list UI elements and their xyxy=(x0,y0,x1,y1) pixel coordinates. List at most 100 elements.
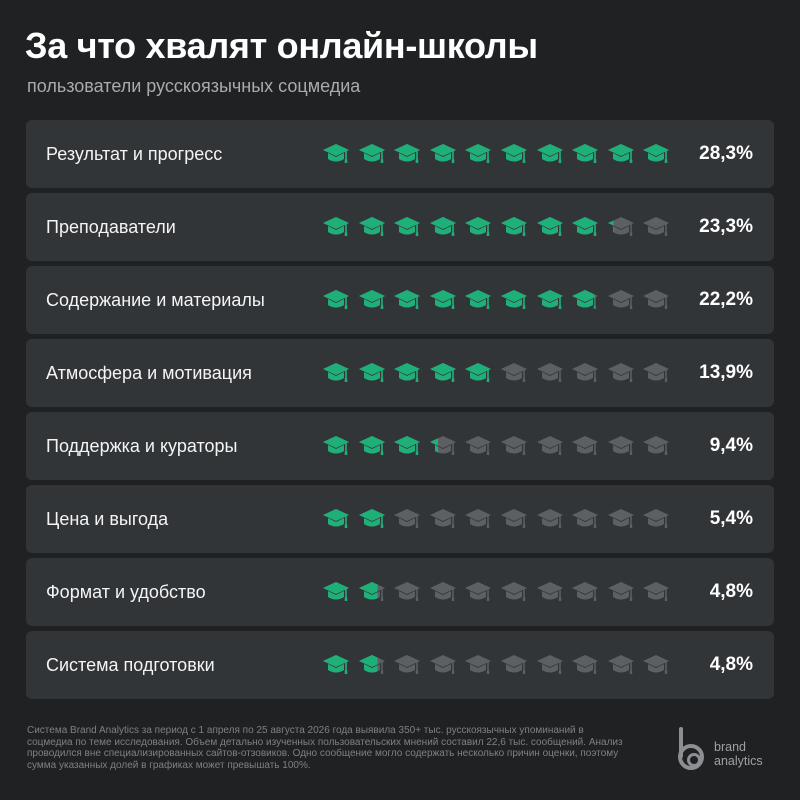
graduation-cap-icon xyxy=(358,436,385,455)
graduation-cap-icon xyxy=(536,217,563,236)
graduation-cap-icon xyxy=(465,436,492,455)
graduation-cap-icon xyxy=(394,217,421,236)
value-label: 9,4% xyxy=(709,435,753,456)
graduation-cap-icon xyxy=(607,144,634,163)
graduation-cap-icon xyxy=(536,290,563,309)
graduation-cap-icon xyxy=(323,363,349,382)
graduation-cap-icon xyxy=(394,509,421,528)
graduation-cap-icon xyxy=(572,290,599,309)
graduation-cap-icon xyxy=(607,582,634,601)
brand-name-line2: analytics xyxy=(714,754,763,768)
value-label: 5,4% xyxy=(709,508,753,529)
value-label: 23,3% xyxy=(699,216,753,237)
category-label: Цена и выгода xyxy=(46,509,169,529)
graduation-cap-icon xyxy=(501,144,527,163)
chart-rows: Результат и прогресс 28,3% Преподаватели 23… xyxy=(26,120,774,704)
graduation-cap-icon xyxy=(358,290,385,309)
graduation-cap-icon xyxy=(465,217,492,236)
graduation-cap-icon xyxy=(643,655,670,674)
brand-block: brand analytics xyxy=(672,726,782,774)
graduation-cap-icon xyxy=(429,290,456,309)
graduation-cap-icon xyxy=(536,144,563,163)
chart-row: Содержание и материалы 22,2% xyxy=(26,266,774,334)
graduation-cap-icon xyxy=(429,582,456,601)
graduation-cap-icon xyxy=(358,217,385,236)
chart-row: Преподаватели 23,3% xyxy=(26,193,774,261)
graduation-cap-icon xyxy=(394,436,421,455)
graduation-cap-icon xyxy=(323,144,349,163)
value-label: 4,8% xyxy=(709,654,753,675)
graduation-cap-icon xyxy=(358,363,385,382)
graduation-cap-icon xyxy=(394,290,421,309)
graduation-cap-icon xyxy=(572,436,599,455)
graduation-cap-icon xyxy=(429,363,456,382)
graduation-cap-icon xyxy=(607,290,634,309)
graduation-cap-icon xyxy=(607,436,634,455)
graduation-cap-icon xyxy=(607,509,634,528)
graduation-cap-icon xyxy=(536,655,563,674)
graduation-cap-icon xyxy=(465,363,492,382)
category-label: Поддержка и кураторы xyxy=(46,436,238,456)
graduation-cap-icon xyxy=(323,655,349,674)
graduation-cap-icon xyxy=(572,509,599,528)
graduation-cap-icon xyxy=(429,655,456,674)
graduation-cap-icon xyxy=(394,582,421,601)
brand-logo-icon xyxy=(678,727,704,770)
graduation-cap-icon xyxy=(323,290,349,309)
graduation-cap-icon xyxy=(323,509,349,528)
graduation-cap-icon xyxy=(429,217,456,236)
chart-row: Формат и удобство 4,8% xyxy=(26,558,774,626)
graduation-cap-icon xyxy=(536,509,563,528)
graduation-cap-icon xyxy=(643,509,670,528)
graduation-cap-icon xyxy=(465,509,492,528)
category-label: Система подготовки xyxy=(46,655,215,675)
graduation-cap-icon xyxy=(643,582,670,601)
graduation-cap-icon xyxy=(607,217,634,236)
graduation-cap-icon xyxy=(501,509,527,528)
graduation-cap-icon xyxy=(572,144,599,163)
category-label: Результат и прогресс xyxy=(46,144,223,164)
graduation-cap-icon xyxy=(607,363,634,382)
value-label: 4,8% xyxy=(709,581,753,602)
graduation-cap-icon xyxy=(501,363,527,382)
graduation-cap-icon xyxy=(465,655,492,674)
graduation-cap-icon xyxy=(572,217,599,236)
graduation-cap-icon xyxy=(429,509,456,528)
graduation-cap-icon xyxy=(323,582,349,601)
page-subtitle: пользователи русскоязычных соцмедиа xyxy=(27,76,361,96)
category-label: Формат и удобство xyxy=(46,582,206,602)
graduation-cap-icon xyxy=(323,217,349,236)
value-label: 22,2% xyxy=(699,289,753,310)
graduation-cap-icon xyxy=(607,655,634,674)
brand-name: brand analytics xyxy=(714,740,763,768)
chart-row: Цена и выгода 5,4% xyxy=(26,485,774,553)
graduation-cap-icon xyxy=(572,655,599,674)
graduation-cap-icon xyxy=(536,582,563,601)
category-label: Содержание и материалы xyxy=(46,290,265,310)
graduation-cap-icon xyxy=(501,290,527,309)
brand-name-line1: brand xyxy=(714,740,746,754)
graduation-cap-icon xyxy=(501,436,527,455)
graduation-cap-icon xyxy=(358,655,385,674)
graduation-cap-icon xyxy=(358,509,385,528)
graduation-cap-icon xyxy=(643,144,670,163)
graduation-cap-icon xyxy=(643,217,670,236)
value-label: 13,9% xyxy=(699,362,753,383)
graduation-cap-icon xyxy=(465,290,492,309)
graduation-cap-icon xyxy=(572,363,599,382)
graduation-cap-icon xyxy=(501,217,527,236)
graduation-cap-icon xyxy=(429,144,456,163)
chart-row: Система подготовки 4,8% xyxy=(26,631,774,699)
graduation-cap-icon xyxy=(358,144,385,163)
graduation-cap-icon xyxy=(536,436,563,455)
graduation-cap-icon xyxy=(572,582,599,601)
graduation-cap-icon xyxy=(643,436,670,455)
graduation-cap-icon xyxy=(501,655,527,674)
graduation-cap-icon xyxy=(536,363,563,382)
graduation-cap-icon xyxy=(358,582,385,601)
graduation-cap-icon xyxy=(643,290,670,309)
graduation-cap-icon xyxy=(394,144,421,163)
graduation-cap-icon xyxy=(465,582,492,601)
graduation-cap-icon xyxy=(643,363,670,382)
graduation-cap-icon xyxy=(394,363,421,382)
